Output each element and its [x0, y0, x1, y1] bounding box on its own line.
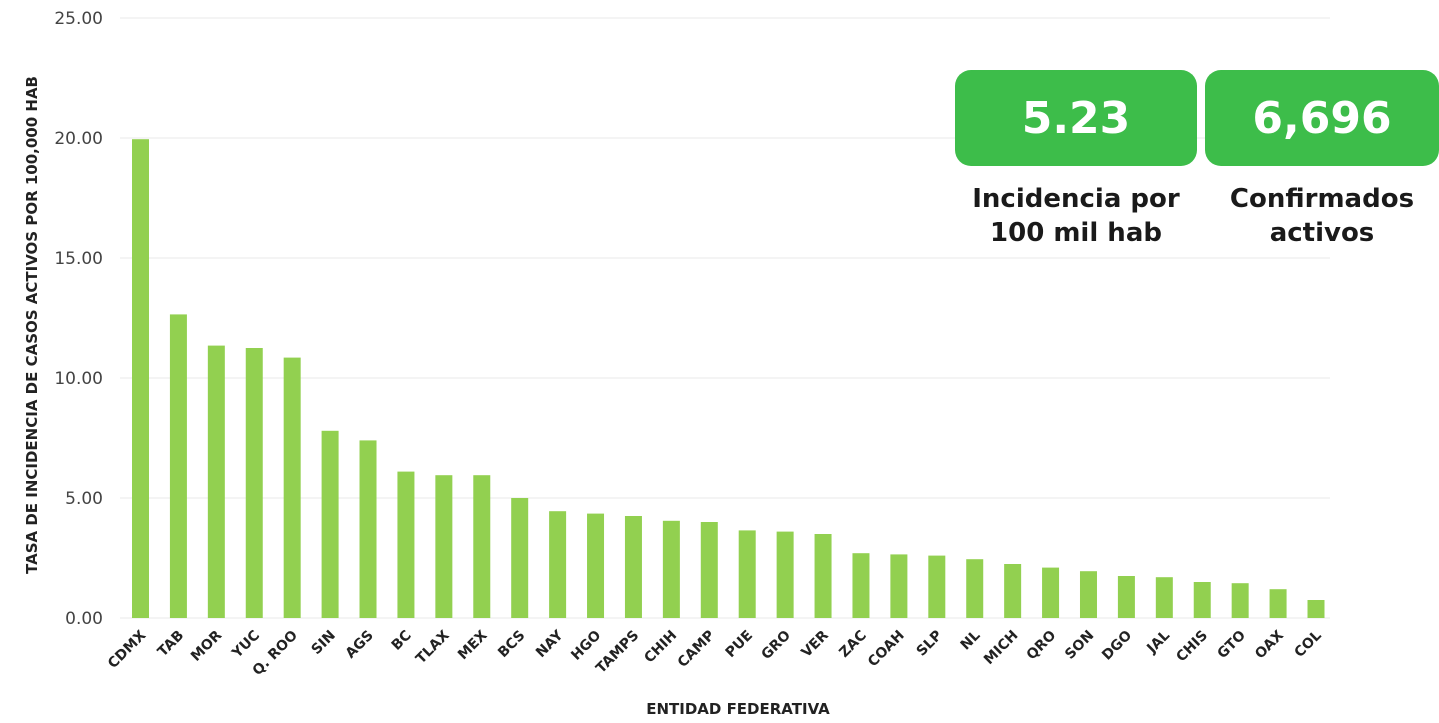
kpi-incidence-label: Incidencia por 100 mil hab: [972, 184, 1180, 248]
bar: [435, 475, 453, 618]
bar: [738, 530, 756, 618]
bar: [245, 348, 263, 618]
bar: [890, 554, 908, 618]
x-tick-label: MOR: [188, 627, 225, 664]
x-tick-label: QRO: [1024, 627, 1060, 663]
bar: [966, 559, 984, 618]
x-tick-label: SON: [1062, 628, 1097, 663]
x-tick-label: GTO: [1215, 627, 1250, 662]
x-tick-label: CAMP: [675, 628, 718, 671]
bar: [776, 531, 794, 618]
x-tick-label: NAY: [533, 627, 567, 661]
bars: [132, 139, 1325, 618]
x-tick-label: OAX: [1252, 627, 1287, 662]
x-tick-label: BCS: [495, 628, 528, 661]
x-tick-label: GRO: [758, 627, 794, 663]
x-tick-label: YUC: [229, 628, 263, 662]
x-tick-label: CDMX: [105, 627, 149, 671]
x-tick-label: MICH: [981, 628, 1021, 668]
x-tick-label: NL: [958, 627, 984, 653]
bar: [549, 511, 567, 618]
bar: [207, 345, 225, 618]
bar: [397, 471, 415, 618]
bar: [1307, 600, 1325, 618]
bar: [852, 553, 870, 618]
y-tick-label: 5.00: [65, 489, 103, 509]
y-tick-label: 25.00: [54, 9, 103, 29]
kpi-active-cases-value: 6,696: [1205, 70, 1439, 166]
bar: [624, 516, 642, 618]
x-tick-label: DGO: [1099, 627, 1135, 663]
bar: [1079, 571, 1097, 618]
bar: [321, 430, 339, 618]
kpi-active-cases: 6,696 Confirmados activos: [1205, 70, 1439, 250]
x-axis-title: ENTIDAD FEDERATIVA: [646, 700, 830, 718]
x-tick-label: COAH: [865, 628, 908, 671]
y-tick-label: 10.00: [54, 369, 103, 389]
x-tick-label: COL: [1292, 627, 1325, 660]
x-tick-label: VER: [799, 627, 833, 661]
y-tick-labels: 0.00 5.00 10.00 15.00 20.00 25.00: [54, 9, 103, 629]
x-tick-label: JAL: [1143, 627, 1173, 657]
bar: [1269, 589, 1287, 618]
bar: [1193, 582, 1211, 618]
y-tick-label: 15.00: [54, 249, 103, 269]
x-tick-label: ZAC: [836, 628, 869, 661]
kpi-incidence-value: 5.23: [955, 70, 1197, 166]
bar: [132, 139, 149, 618]
y-tick-label: 0.00: [65, 609, 103, 629]
bar: [1231, 583, 1249, 618]
bar: [169, 314, 187, 618]
y-tick-label: 20.00: [54, 129, 103, 149]
bar: [814, 534, 832, 618]
bar: [1004, 564, 1022, 618]
x-tick-label: PUE: [723, 628, 756, 661]
bar: [700, 522, 718, 618]
x-tick-label: SLP: [914, 628, 946, 660]
kpi-incidence: 5.23 Incidencia por 100 mil hab: [955, 70, 1197, 250]
bar: [283, 357, 301, 618]
x-tick-label: TAB: [155, 628, 188, 661]
x-tick-label: SIN: [309, 628, 339, 658]
x-tick-label: TAMPS: [593, 628, 642, 677]
bar: [1117, 576, 1135, 618]
x-tick-label: AGS: [343, 628, 377, 662]
x-tick-label: MEX: [455, 627, 491, 663]
x-tick-label: CHIS: [1173, 628, 1211, 666]
bar: [928, 555, 946, 618]
x-tick-label: TLAX: [413, 627, 453, 667]
bar: [511, 498, 529, 618]
bar: [1155, 577, 1173, 618]
bar: [587, 513, 605, 618]
bar: [359, 440, 377, 618]
bar: [1042, 567, 1060, 618]
kpi-active-cases-label: Confirmados activos: [1229, 184, 1415, 248]
x-tick-label: BC: [389, 628, 415, 654]
bar: [662, 520, 680, 618]
bar: [473, 475, 491, 618]
y-axis-title: TASA DE INCIDENCIA DE CASOS ACTIVOS POR …: [23, 76, 41, 574]
